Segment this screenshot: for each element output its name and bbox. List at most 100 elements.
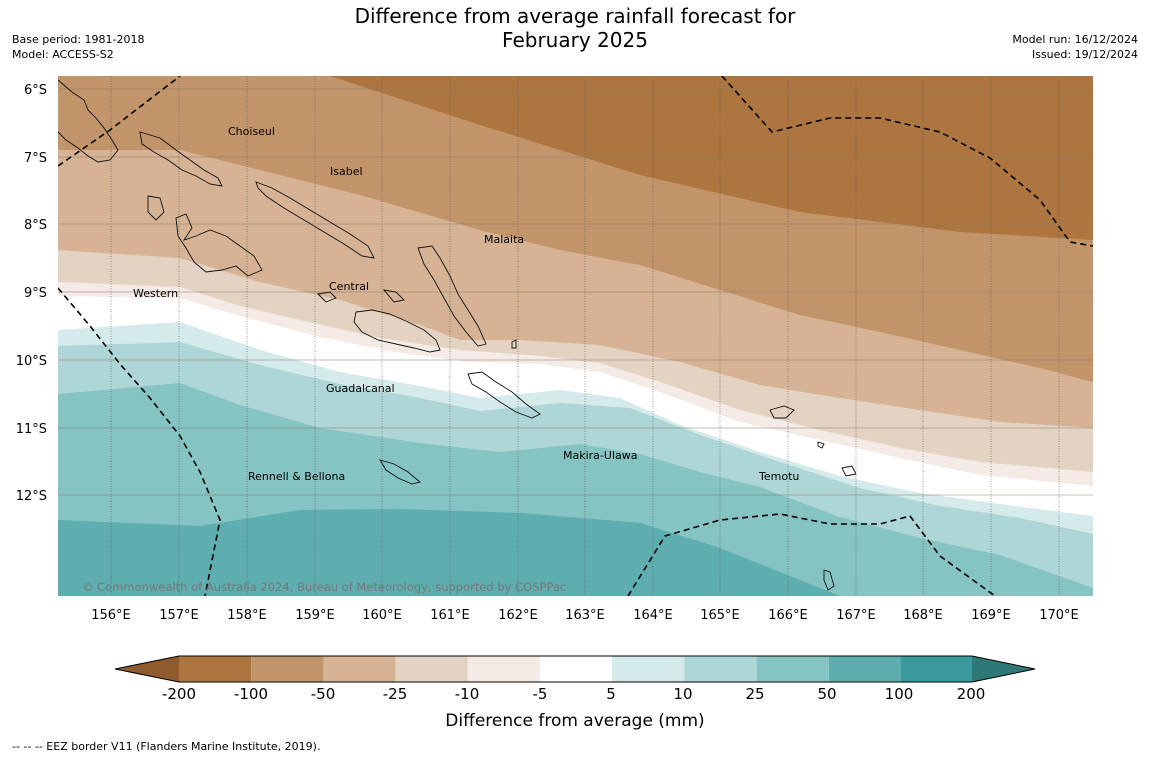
colorbar-swatch — [395, 656, 468, 682]
vella-lavella-island — [147, 195, 165, 221]
colorbar-swatch — [828, 656, 901, 682]
region-label-western: Western — [133, 287, 178, 300]
lon-tick: 170°E — [1039, 608, 1079, 623]
lon-tick: 159°E — [295, 608, 335, 623]
isabel-island — [255, 181, 375, 259]
title-line-2: February 2025 — [502, 28, 648, 52]
choiseul-island — [139, 131, 223, 187]
colorbar-label: -100 — [234, 685, 268, 703]
nendo-island — [769, 405, 795, 419]
rennell-island — [379, 459, 421, 485]
map-title: Difference from average rainfall forecas… — [0, 4, 1150, 52]
colorbar-label: 25 — [745, 685, 764, 703]
lon-tick: 162°E — [498, 608, 538, 623]
issued-date: Issued: 19/12/2024 — [1031, 48, 1138, 61]
colorbar-labels: -200 -100 -50 -25 -10 -5 5 10 25 50 100 … — [162, 685, 985, 703]
malaita-island — [417, 245, 487, 347]
forecast-meta-left: Base period: 1981-2018 Model: ACCESS-S2 — [12, 32, 144, 62]
model-run: Model run: 16/12/2024 — [1012, 33, 1138, 46]
colorbar-label: 100 — [885, 685, 914, 703]
lat-tick: 12°S — [16, 489, 47, 504]
coastlines — [58, 79, 857, 591]
colorbar-label: -25 — [383, 685, 408, 703]
region-label-central: Central — [329, 280, 369, 293]
colorbar-swatch — [179, 656, 252, 682]
colorbar-swatch — [901, 656, 972, 682]
longitude-ticks: 156°E 157°E 158°E 159°E 160°E 161°E 162°… — [91, 608, 1079, 623]
colorbar-label: -200 — [162, 685, 196, 703]
region-label-makira-ulawa: Makira-Ulawa — [563, 449, 637, 462]
eez-south-east — [627, 513, 996, 596]
lat-tick: 6°S — [24, 83, 47, 98]
region-labels: Choiseul Isabel Malaita Western Central … — [133, 125, 799, 483]
guadalcanal-island — [353, 309, 441, 353]
lon-tick: 167°E — [836, 608, 876, 623]
region-label-isabel: Isabel — [330, 165, 363, 178]
colorbar-swatch — [540, 656, 613, 682]
colorbar-label: -5 — [533, 685, 548, 703]
lon-tick: 156°E — [91, 608, 131, 623]
colorbar-label: 50 — [817, 685, 836, 703]
region-label-choiseul: Choiseul — [228, 125, 275, 138]
colorbar-label: 5 — [606, 685, 616, 703]
latitude-ticks: 6°S 7°S 8°S 9°S 10°S 11°S 12°S — [16, 83, 47, 504]
colorbar-title: Difference from average (mm) — [445, 711, 704, 731]
lon-tick: 165°E — [700, 608, 740, 623]
ontong-java-atoll — [511, 339, 517, 349]
florida-islands — [317, 291, 337, 303]
colorbar-swatch — [323, 656, 396, 682]
lat-tick: 8°S — [24, 218, 47, 233]
new-georgia-islands — [175, 213, 263, 277]
eez-north-west — [58, 76, 181, 167]
tikopia-island — [823, 569, 835, 591]
colorbar-label: 200 — [957, 685, 986, 703]
utupua-island — [817, 441, 825, 449]
makira-island — [467, 371, 541, 419]
copyright-notice: © Commonwealth of Australia 2024, Bureau… — [82, 580, 566, 594]
lon-tick: 164°E — [633, 608, 673, 623]
model-name: Model: ACCESS-S2 — [12, 48, 114, 61]
region-label-guadalcanal: Guadalcanal — [326, 382, 395, 395]
base-period: Base period: 1981-2018 — [12, 33, 145, 46]
region-label-malaita: Malaita — [484, 233, 524, 246]
colorbar-swatch — [756, 656, 829, 682]
lon-tick: 157°E — [159, 608, 199, 623]
colorbar-swatch — [251, 656, 324, 682]
forecast-meta-right: Model run: 16/12/2024 Issued: 19/12/2024 — [1012, 32, 1138, 62]
lat-tick: 9°S — [24, 286, 47, 301]
colorbar-outline — [114, 655, 1036, 683]
lat-tick: 7°S — [24, 151, 47, 166]
colorbar-label: -10 — [455, 685, 480, 703]
lon-tick: 161°E — [430, 608, 470, 623]
colorbar-swatch-low-extend — [115, 656, 179, 682]
lon-tick: 166°E — [768, 608, 808, 623]
lon-tick: 163°E — [565, 608, 605, 623]
eez-borders — [58, 76, 1093, 596]
lon-tick: 158°E — [227, 608, 267, 623]
title-line-1: Difference from average rainfall forecas… — [354, 4, 796, 28]
lon-tick: 169°E — [971, 608, 1011, 623]
lon-tick: 168°E — [903, 608, 943, 623]
colorbar-label: 10 — [673, 685, 692, 703]
colorbar-swatch-high-extend — [972, 656, 1035, 682]
region-label-temotu: Temotu — [758, 470, 799, 483]
graticule — [58, 76, 1093, 596]
rainfall-bands — [58, 76, 1093, 596]
vanikoro-island — [841, 465, 857, 477]
colorbar-label: -50 — [311, 685, 336, 703]
colorbar-swatch — [612, 656, 685, 682]
eez-north-east — [721, 76, 1093, 247]
eez-legend-note: -- -- -- EEZ border V11 (Flanders Marine… — [12, 740, 321, 753]
colorbar-swatches — [115, 656, 1035, 682]
colorbar-swatch — [467, 656, 540, 682]
lat-tick: 10°S — [16, 354, 47, 369]
russell-islands — [382, 289, 405, 303]
bougainville-coast — [58, 79, 119, 163]
colorbar: -200 -100 -50 -25 -10 -5 5 10 25 50 100 … — [114, 655, 1036, 731]
band-50-to-100 — [58, 509, 840, 596]
colorbar-swatch — [684, 656, 757, 682]
lon-tick: 160°E — [362, 608, 402, 623]
region-label-rennell-bellona: Rennell & Bellona — [248, 470, 345, 483]
lat-tick: 11°S — [16, 422, 47, 437]
